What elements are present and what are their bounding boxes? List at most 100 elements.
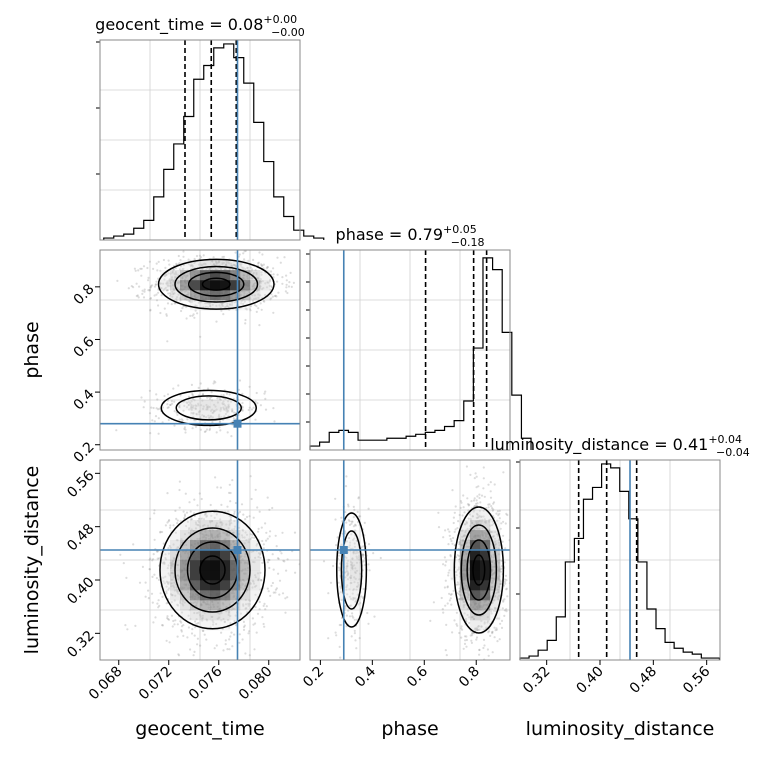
sample-point: [488, 665, 490, 667]
density-cell: [160, 550, 171, 561]
sample-point: [254, 400, 257, 403]
y-tick-label: 0.40: [64, 574, 97, 607]
sample-point: [470, 641, 473, 645]
sample-point: [197, 386, 200, 389]
sample-point: [213, 380, 216, 383]
sample-point: [133, 267, 136, 270]
sample-point: [272, 267, 275, 270]
sample-point: [229, 519, 232, 522]
density-cell: [190, 400, 201, 411]
density-cell: [240, 580, 251, 591]
sample-point: [487, 631, 490, 634]
sample-point: [517, 550, 519, 552]
sample-point: [253, 561, 256, 564]
sample-point: [161, 595, 164, 599]
sample-point: [456, 554, 459, 557]
density-cell: [220, 530, 231, 541]
density-cell: [160, 580, 171, 591]
sample-point: [489, 530, 492, 534]
sample-point: [487, 506, 490, 509]
sample-point: [353, 537, 356, 540]
sample-point: [345, 614, 348, 617]
sample-point: [356, 510, 359, 513]
sample-point: [190, 411, 193, 415]
sample-point: [178, 506, 181, 509]
density-cell: [240, 540, 251, 551]
sample-point: [450, 577, 453, 580]
sample-point: [345, 569, 348, 573]
sample-point: [261, 561, 264, 565]
sample-point: [158, 557, 161, 560]
sample-point: [167, 259, 170, 262]
sample-point: [197, 402, 200, 405]
density-cell: [220, 510, 231, 521]
sample-point: [191, 314, 194, 317]
density-cell: [260, 290, 271, 301]
sample-point: [167, 282, 170, 285]
sample-point: [222, 617, 225, 621]
sample-point: [303, 293, 305, 295]
sample-point: [493, 607, 496, 610]
sample-point: [223, 408, 226, 411]
sample-point: [346, 573, 350, 576]
sample-point: [150, 592, 154, 595]
sample-point: [266, 281, 269, 284]
sample-point: [259, 588, 262, 591]
sample-point: [166, 492, 169, 495]
sample-point: [270, 270, 273, 273]
sample-point: [466, 497, 469, 500]
sample-point: [243, 300, 246, 303]
sample-point: [231, 408, 234, 411]
sample-point: [204, 263, 207, 266]
sample-point: [177, 546, 180, 549]
sample-point: [255, 297, 258, 300]
sample-point: [261, 288, 264, 291]
sample-point: [452, 521, 455, 525]
sample-point: [271, 295, 274, 298]
sample-point: [220, 302, 224, 305]
sample-point: [460, 636, 463, 639]
sample-point: [338, 645, 341, 649]
sample-point: [171, 270, 174, 273]
sample-point: [456, 592, 459, 595]
sample-point: [281, 276, 284, 279]
sample-point: [182, 250, 185, 253]
sample-point: [168, 263, 171, 266]
sample-point: [492, 508, 495, 511]
sample-point: [361, 553, 364, 556]
sample-point: [502, 520, 505, 523]
sample-point: [259, 571, 262, 574]
density-cell: [200, 600, 211, 611]
sample-point: [475, 627, 478, 630]
sample-point: [187, 258, 190, 261]
sample-point: [266, 266, 269, 269]
sample-point: [437, 526, 441, 529]
sample-point: [346, 574, 349, 577]
sample-point: [254, 593, 257, 596]
sample-point: [448, 599, 451, 602]
sample-point: [358, 578, 361, 581]
sample-point: [475, 636, 479, 639]
sample-point: [235, 265, 238, 268]
density-cell: [340, 580, 351, 591]
sample-point: [272, 591, 275, 594]
sample-point: [162, 576, 165, 579]
sample-point: [202, 415, 206, 418]
sample-point: [244, 518, 247, 521]
sample-point: [87, 277, 89, 279]
sample-point: [169, 272, 172, 275]
sample-point: [468, 621, 471, 625]
sample-point: [166, 302, 170, 305]
sample-point: [474, 472, 477, 475]
sample-point: [459, 506, 462, 509]
sample-point: [190, 632, 194, 635]
sample-point: [346, 565, 349, 568]
sample-point: [351, 612, 354, 615]
sample-point: [347, 505, 350, 508]
sample-point: [490, 608, 493, 611]
sample-point: [257, 262, 260, 265]
sample-point: [211, 416, 214, 419]
sample-point: [272, 407, 275, 410]
sample-point: [362, 553, 365, 557]
density-cell: [210, 560, 221, 571]
